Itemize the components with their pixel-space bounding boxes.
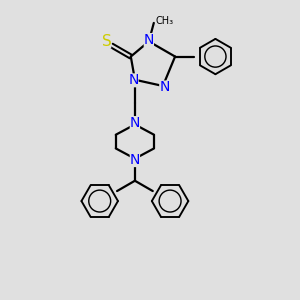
Text: S: S <box>101 34 111 49</box>
Text: N: N <box>159 80 170 94</box>
Text: N: N <box>144 33 154 47</box>
Text: N: N <box>128 73 139 87</box>
Text: N: N <box>130 116 140 130</box>
Text: CH₃: CH₃ <box>155 16 173 26</box>
Text: N: N <box>130 153 140 167</box>
